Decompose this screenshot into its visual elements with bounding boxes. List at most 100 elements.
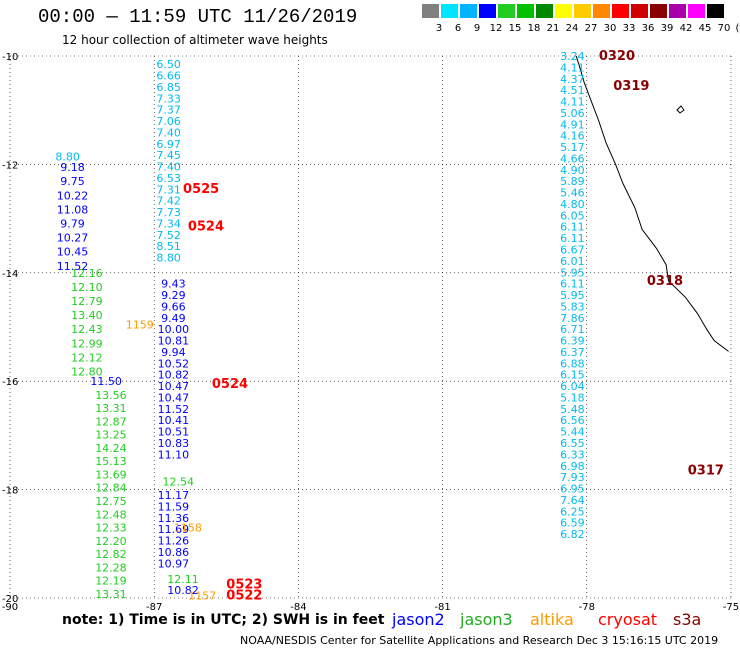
scale-label: 42 — [679, 23, 693, 34]
wave-height-label: 12.11 — [167, 573, 199, 586]
wave-height-label: 1159 — [126, 318, 154, 331]
wave-height-label: 7.52 — [156, 229, 181, 242]
wave-height-label: 7.31 — [156, 183, 181, 196]
scale-swatch — [536, 4, 553, 18]
wave-height-label: 5.06 — [560, 107, 585, 120]
wave-height-label: 7.42 — [156, 195, 181, 208]
scale-label: 15 — [508, 23, 522, 34]
wave-height-label: 12.82 — [95, 548, 127, 561]
wave-height-label: 10.27 — [57, 232, 89, 245]
wave-height-label: 4.51 — [560, 84, 585, 97]
scale-label: 21 — [546, 23, 560, 34]
wave-height-label: 7.64 — [560, 494, 585, 507]
wave-height-label: 12.43 — [71, 323, 103, 336]
scale-swatch — [422, 4, 439, 18]
wave-height-label: 4.11 — [560, 96, 585, 109]
scale-swatch — [688, 4, 705, 18]
scale-swatch — [631, 4, 648, 18]
wave-height-label: 10.97 — [158, 557, 190, 570]
island-outline — [676, 105, 685, 114]
wave-height-label: 6.39 — [560, 335, 585, 348]
wave-height-label: 9.18 — [60, 161, 85, 174]
scale-label: 18 — [527, 23, 541, 34]
wave-height-label: 6.11 — [560, 221, 585, 234]
credit-line: NOAA/NESDIS Center for Satellite Applica… — [240, 634, 719, 647]
wave-height-label: 7.40 — [156, 161, 181, 174]
wave-height-label: 6.01 — [560, 255, 585, 268]
wave-height-label: 12.33 — [95, 522, 127, 535]
scale-label: 9 — [473, 23, 481, 34]
wave-height-label: 10.45 — [57, 246, 89, 259]
pass-time-label: 0318 — [647, 274, 683, 289]
wave-height-label: 5.95 — [560, 266, 585, 279]
wave-height-label: 11.10 — [158, 448, 190, 461]
wave-height-label: 5.83 — [560, 300, 585, 313]
wave-height-label: 11.08 — [57, 203, 89, 216]
pass-time-label: 0523 — [226, 577, 262, 592]
scale-swatch — [612, 4, 629, 18]
scale-label: 12 — [489, 23, 503, 34]
wave-height-label: 6.82 — [560, 528, 585, 541]
wave-height-label: 11.50 — [90, 375, 122, 388]
lat-tick-label: -12 — [2, 160, 18, 171]
scale-label: 30 — [603, 23, 617, 34]
wave-height-label: 6.50 — [156, 58, 181, 71]
wave-height-label: 11.59 — [158, 500, 190, 513]
wave-height-label: 7.37 — [156, 104, 181, 117]
scale-swatch — [650, 4, 667, 18]
pass-time-label: 0317 — [688, 464, 724, 479]
coastline — [575, 55, 729, 352]
wave-height-label: 9.79 — [60, 217, 85, 230]
wave-height-label: 10.52 — [158, 357, 190, 370]
scale-swatch — [707, 4, 724, 18]
wave-height-label: 3.24 — [560, 50, 585, 63]
wave-height-label: 7.06 — [156, 115, 181, 128]
lat-tick-label: -18 — [2, 486, 18, 497]
wave-height-label: 12.20 — [95, 535, 127, 548]
axis-ticks: -90 -87 -84 -81 -78 -75 -10 -12 -14 -16 -18 -20 — [2, 52, 739, 613]
scale-swatch — [593, 4, 610, 18]
wave-height-label: 4.66 — [560, 152, 585, 165]
wave-height-label: 6.11 — [560, 278, 585, 291]
legend-cryosat: cryosat — [598, 610, 658, 629]
coastline-path — [575, 55, 729, 352]
wave-height-label: 1158 — [174, 522, 202, 535]
lon-tick-label: -78 — [579, 602, 595, 613]
wave-height-label: 4.37 — [560, 73, 585, 86]
wave-height-label: 6.85 — [156, 81, 181, 94]
lat-tick-label: -14 — [2, 269, 18, 280]
wave-height-label: 12.19 — [95, 575, 127, 588]
scale-swatch — [479, 4, 496, 18]
wave-height-label: 6.37 — [560, 346, 585, 359]
wave-height-label: 6.56 — [560, 414, 585, 427]
scale-label: 45 — [698, 23, 712, 34]
wave-height-label: 4.16 — [560, 130, 585, 143]
wave-height-label: 13.31 — [95, 588, 127, 601]
wave-height-label: 12.10 — [71, 281, 103, 294]
wave-height-label: 10.22 — [57, 189, 89, 202]
wave-height-label: 10.00 — [158, 323, 190, 336]
wave-height-label: 4.11 — [560, 61, 585, 74]
pass-time-label: 0319 — [613, 79, 649, 94]
wave-height-label: 5.44 — [560, 426, 585, 439]
wave-height-label: 10.41 — [158, 414, 190, 427]
wave-height-label: 7.40 — [156, 126, 181, 139]
wave-height-label: 11.17 — [158, 489, 190, 502]
wave-height-label: 9.29 — [161, 289, 186, 302]
wave-height-label: 4.90 — [560, 164, 585, 177]
scale-label: 3 — [435, 23, 443, 34]
wave-height-label: 13.69 — [95, 468, 127, 481]
lon-tick-label: -87 — [146, 602, 162, 613]
map-grid — [9, 55, 732, 599]
wave-height-label: 1157 — [188, 589, 216, 602]
wave-height-label: 9.94 — [161, 346, 186, 359]
wave-height-points: 6.506.666.857.337.377.067.406.977.457.40… — [55, 50, 584, 602]
page-subtitle: 12 hour collection of altimeter wave hei… — [62, 33, 328, 47]
pass-time-label: 0320 — [599, 49, 635, 64]
wave-height-label: 12.87 — [95, 415, 127, 428]
wave-height-label: 11.52 — [158, 403, 190, 416]
wave-height-label: 5.46 — [560, 187, 585, 200]
wave-height-label: 7.34 — [156, 217, 181, 230]
